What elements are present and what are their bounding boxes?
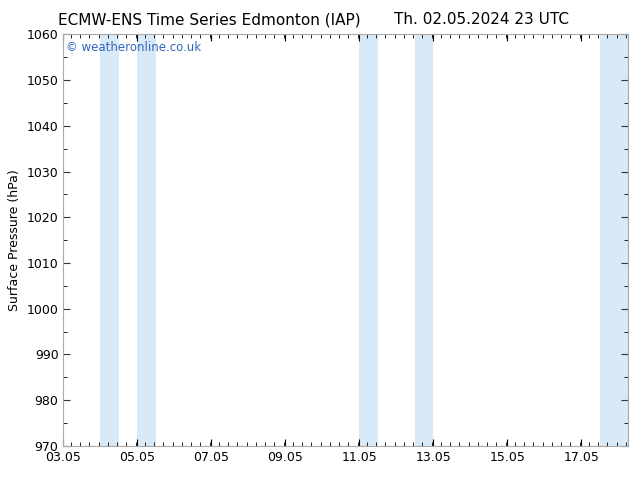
Bar: [359, 34, 378, 446]
Y-axis label: Surface Pressure (hPa): Surface Pressure (hPa): [8, 169, 21, 311]
Bar: [600, 34, 628, 446]
Text: ECMW-ENS Time Series Edmonton (IAP): ECMW-ENS Time Series Edmonton (IAP): [58, 12, 361, 27]
Bar: [138, 34, 156, 446]
Text: © weatheronline.co.uk: © weatheronline.co.uk: [66, 41, 201, 54]
Bar: [415, 34, 434, 446]
Text: Th. 02.05.2024 23 UTC: Th. 02.05.2024 23 UTC: [394, 12, 569, 27]
Bar: [100, 34, 119, 446]
